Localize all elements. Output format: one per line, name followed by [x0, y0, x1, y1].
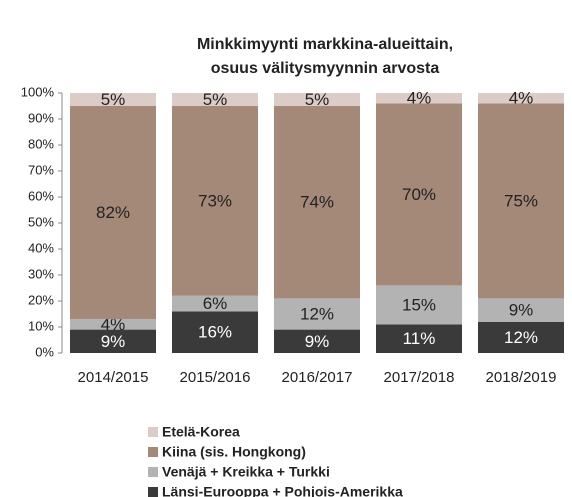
data-label: 16%	[198, 323, 232, 342]
bar-segment	[478, 321, 564, 353]
x-tick-label: 2017/2018	[384, 369, 455, 386]
data-label: 11%	[403, 329, 436, 348]
data-label: 4%	[101, 315, 126, 334]
data-label: 12%	[504, 328, 538, 347]
bar-segment	[172, 295, 258, 312]
data-label: 74%	[300, 193, 334, 212]
data-label: 73%	[198, 191, 232, 210]
data-label: 70%	[402, 185, 436, 204]
bar-segment	[172, 93, 258, 106]
y-tick-label: 90%	[28, 110, 54, 125]
legend-swatch	[148, 487, 158, 497]
bar-segment	[274, 298, 360, 330]
y-tick-label: 50%	[28, 214, 54, 229]
data-label: 12%	[300, 304, 334, 323]
x-tick-label: 2018/2019	[486, 369, 557, 386]
legend-label: Venäjä + Kreikka + Turkki	[162, 464, 330, 480]
data-label: 82%	[96, 203, 130, 222]
bar-segment	[274, 93, 360, 106]
legend-swatch	[148, 447, 158, 457]
x-tick-label: 2015/2016	[180, 369, 251, 386]
data-label: 9%	[509, 301, 534, 320]
bar-segment	[376, 324, 462, 353]
bar-segment	[70, 319, 156, 330]
bar-segment	[70, 106, 156, 320]
chart-title: osuus välitysmyynnin arvosta	[211, 60, 440, 77]
data-label: 6%	[203, 294, 228, 313]
data-label: 5%	[305, 90, 330, 109]
bar-segment	[172, 311, 258, 353]
chart-title: Minkkimyynti markkina-alueittain,	[197, 36, 453, 53]
y-tick-label: 20%	[28, 292, 54, 307]
y-tick-label: 40%	[28, 240, 54, 255]
data-label: 75%	[504, 191, 538, 210]
y-tick-label: 60%	[28, 188, 54, 203]
bar-segment	[274, 329, 360, 353]
bar-segment	[478, 298, 564, 322]
x-tick-label: 2016/2017	[282, 369, 353, 386]
data-label: 9%	[305, 332, 330, 351]
bar-segment	[172, 106, 258, 296]
data-label: 5%	[101, 90, 126, 109]
bar-segment	[478, 103, 564, 299]
data-label: 5%	[203, 90, 228, 109]
data-label: 4%	[509, 89, 534, 108]
legend-label: Etelä-Korea	[162, 424, 240, 440]
bar-segment	[376, 103, 462, 286]
bar-segment	[376, 93, 462, 104]
legend-label: Kiina (sis. Hongkong)	[162, 444, 306, 460]
bar-segment	[70, 93, 156, 106]
y-tick-label: 80%	[28, 136, 54, 151]
y-tick-label: 30%	[28, 266, 54, 281]
y-tick-label: 100%	[21, 84, 55, 99]
y-tick-label: 10%	[28, 318, 54, 333]
legend-label: Länsi-Eurooppa + Pohjois-Amerikka	[162, 484, 403, 497]
bar-segment	[376, 285, 462, 325]
bar-segment	[70, 329, 156, 353]
legend-swatch	[148, 467, 158, 477]
bar-segment	[274, 106, 360, 299]
y-tick-label: 0%	[35, 344, 54, 359]
x-tick-label: 2014/2015	[78, 369, 149, 386]
y-tick-label: 70%	[28, 162, 54, 177]
data-label: 15%	[402, 295, 436, 314]
legend-swatch	[148, 427, 158, 437]
data-label: 9%	[101, 332, 126, 351]
bar-segment	[478, 93, 564, 104]
data-label: 4%	[407, 89, 432, 108]
